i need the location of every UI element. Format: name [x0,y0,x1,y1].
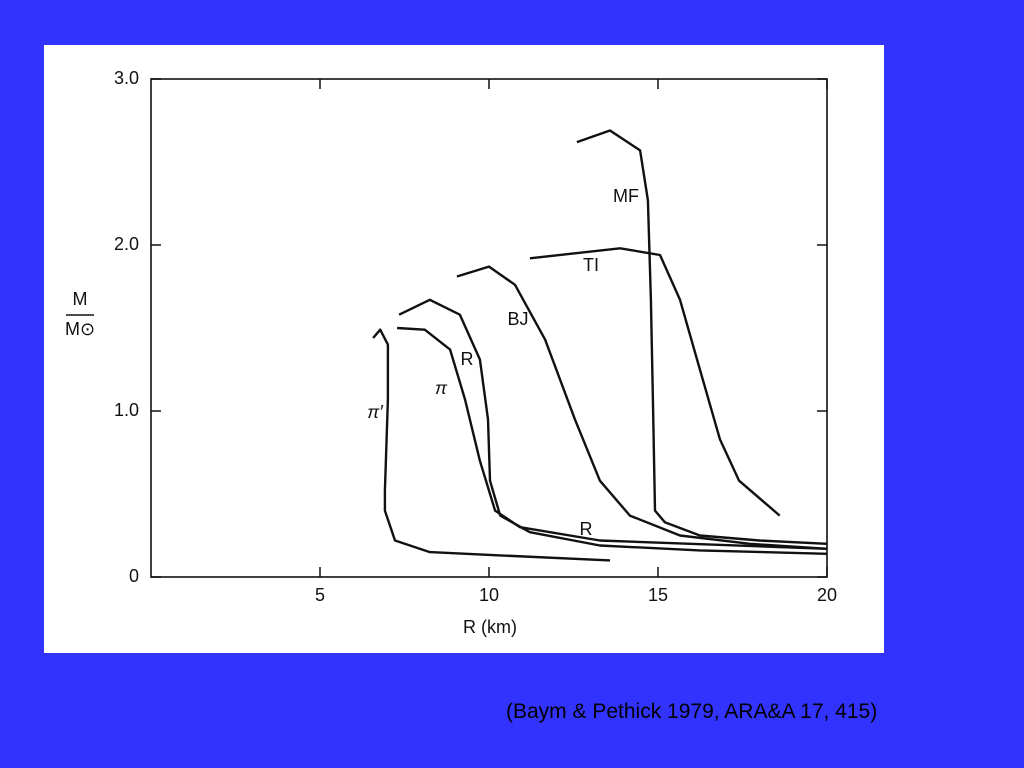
x-tick-label: 10 [479,585,499,605]
y-axis-label-denominator: M⊙ [65,319,95,339]
curve [576,129,828,545]
curve-label: π′ [367,402,383,422]
chart: R (km) M M⊙ 5 10 15 20 0 1.0 2.0 3.0 MF TI BJ Rπ π′ R [44,45,884,653]
y-tick-label: 0 [129,566,139,586]
y-axis-label-numerator: M [73,289,88,309]
x-tick-label: 5 [315,585,325,605]
curve-label: BJ [507,309,528,329]
curve-label: R [461,349,474,369]
curve [529,247,781,517]
curve [398,298,828,555]
y-tick-label: 3.0 [114,68,139,88]
x-tick-label: 20 [817,585,837,605]
curve-label: MF [613,186,639,206]
caption: (Baym & Pethick 1979, ARA&A 17, 415) [506,700,878,723]
curve [456,265,828,550]
x-tick-label: 15 [648,585,668,605]
curve-label: π [435,378,448,398]
annotation: R [580,519,593,539]
curve [397,326,828,550]
y-tick-label: 1.0 [114,400,139,420]
curve-label: TI [583,255,599,275]
y-tick-label: 2.0 [114,234,139,254]
curve [372,328,611,562]
x-axis-label: R (km) [463,617,517,637]
